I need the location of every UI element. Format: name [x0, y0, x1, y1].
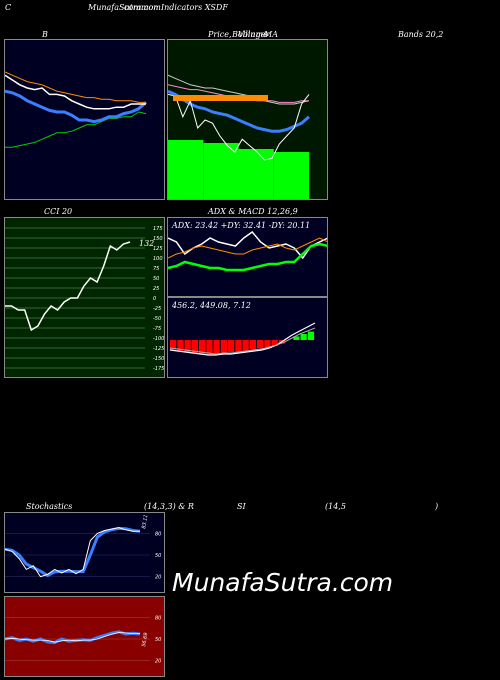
overlap-title: common Indicators XSDF [124, 3, 228, 12]
macd-histogram-bar [300, 334, 307, 340]
stoch-label-e: ) [435, 502, 439, 511]
volume-bar [273, 152, 310, 199]
rsi-tick-label: 80 [155, 615, 161, 621]
rsi-value-label: 56.69 [141, 632, 149, 647]
macd-histogram-bar [264, 340, 271, 348]
b-series-2 [5, 74, 146, 110]
macd-histogram-bar [206, 340, 213, 355]
macd-histogram-bar [228, 340, 235, 352]
cci-tick-label: 175 [153, 226, 163, 232]
macd-histogram-bar [242, 340, 249, 351]
cci-tick-label: 100 [153, 256, 163, 262]
rsi-tick-label: 20 [155, 659, 161, 665]
cci-value-label: 132 [139, 239, 154, 248]
adx-minus-dy [168, 242, 327, 272]
cci-panel: 175 150 125 100 75 50 25 0 -25 -50 -75 -100 -125 -150… [4, 217, 165, 378]
macd-histogram-bar [235, 340, 242, 352]
macd-histogram-bar [220, 340, 228, 354]
price-panel-label: Price, [208, 30, 232, 39]
cci-tick-label: -50 [153, 316, 161, 322]
rsi-tick-label: 50 [155, 637, 161, 643]
macd-histogram-bar [191, 340, 199, 354]
macd-line [169, 322, 316, 356]
price-line [168, 93, 310, 161]
adx-line [168, 237, 327, 259]
adx-panel: ADX: 23.42 +DY: 32.41 -DY: 20.11 [167, 217, 328, 297]
cci-tick-label: -150 [153, 356, 164, 362]
b-panel-label: B [42, 30, 48, 39]
cci-panel-label: CCI 20 [44, 207, 73, 216]
price-panel-label-2: Bollinger [232, 30, 270, 39]
bands-panel-label: Bands 20,2 [398, 30, 444, 39]
bollinger-upper [168, 74, 310, 105]
b-panel [4, 39, 165, 200]
cci-tick-label: 25 [153, 286, 159, 292]
b-series-1 [5, 89, 147, 124]
watermark: MunafaSutra.com [172, 568, 394, 597]
macd-histogram-bar [177, 340, 184, 351]
b-series-0 [5, 111, 147, 148]
macd-histogram-bar [271, 340, 278, 346]
site-title: MunafaSutra.com [88, 3, 161, 12]
cci-tick-label: -75 [153, 326, 161, 332]
adx-panel-label: ADX & MACD 12,26,9 [208, 207, 298, 216]
price-panel-label-4: MA [264, 30, 278, 39]
volume-bar [203, 143, 239, 199]
rsi-line [5, 630, 141, 645]
cci-tick-label: -25 [153, 306, 161, 312]
stoch-panel: 80 50 20 83.11 [4, 512, 165, 593]
cci-tick-label: -175 [153, 366, 164, 372]
cci-tick-label: 150 [153, 236, 163, 242]
macd-histogram-bar [213, 340, 220, 354]
macd-histogram-bar [199, 340, 206, 355]
stoch-tick-label: 50 [155, 553, 161, 559]
rsi-panel: 80 50 20 56.69 [4, 596, 165, 677]
stoch-label-c: SI [237, 502, 246, 511]
stoch-tick-label: 20 [155, 575, 161, 581]
macd-readout: 456.2, 449.08, 7.12 [172, 301, 251, 310]
stoch-value-label: 83.11 [141, 514, 149, 529]
price-band-marker [173, 95, 268, 101]
price-panel-label-3: Volume [238, 30, 268, 39]
rsi-signal-line [5, 632, 140, 643]
stoch-k-line [5, 527, 140, 578]
adx-readout: ADX: 23.42 +DY: 32.41 -DY: 20.11 [172, 221, 311, 230]
cci-tick-label: -100 [153, 336, 164, 342]
stoch-label-a: Stochastics [26, 502, 73, 511]
corner-label: C [5, 3, 12, 12]
stoch-label-d: (14,5 [325, 502, 346, 511]
macd-signal-line [169, 327, 316, 355]
stoch-label-b: (14,3,3) & R [144, 502, 194, 511]
macd-histogram-bar [307, 331, 315, 340]
cci-tick-label: -125 [153, 346, 164, 352]
macd-histogram-bar [249, 340, 257, 350]
macd-panel: 456.2, 449.08, 7.12 [167, 297, 328, 378]
cci-tick-label: 125 [153, 246, 163, 252]
macd-histogram-bar [257, 340, 264, 349]
volume-bar [168, 140, 204, 199]
cci-tick-label: 0 [153, 296, 156, 302]
cci-tick-label: 50 [153, 276, 159, 282]
macd-histogram-bar [293, 336, 300, 340]
volume-bar [238, 149, 274, 199]
cci-tick-label: 75 [153, 266, 159, 272]
macd-histogram-bar [184, 340, 191, 352]
price-panel [167, 39, 328, 200]
macd-histogram-bar [170, 340, 177, 350]
b-series-3 [5, 71, 146, 103]
stoch-tick-label: 80 [155, 531, 161, 537]
cci-line [5, 241, 131, 332]
